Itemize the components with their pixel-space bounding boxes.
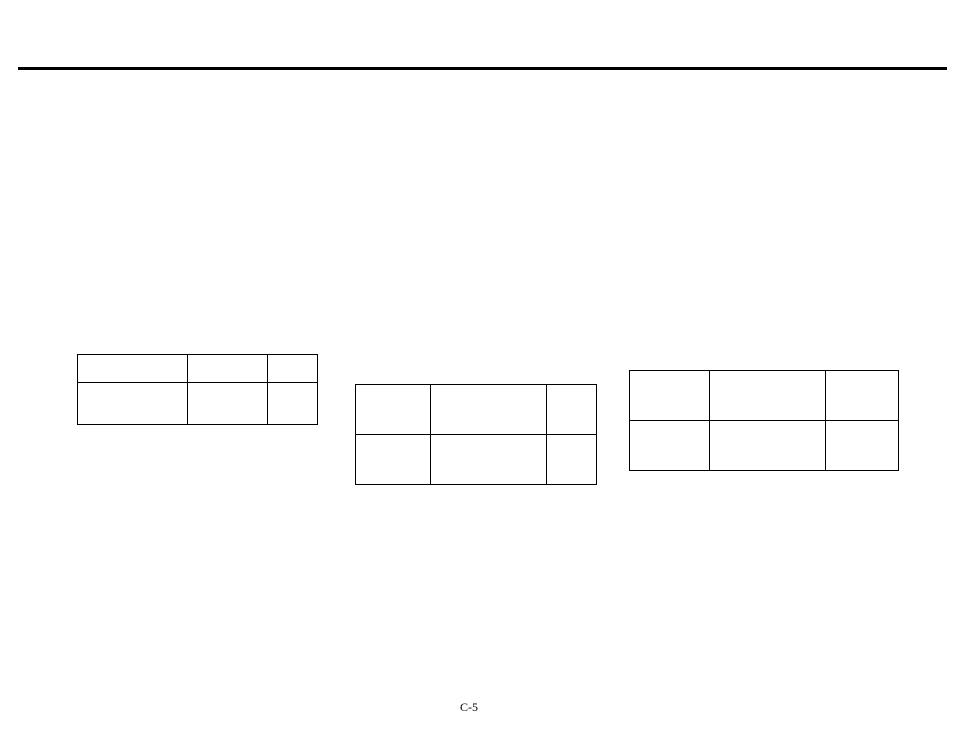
table-cell <box>188 383 268 425</box>
table-cell <box>826 421 899 471</box>
table-row <box>78 355 318 383</box>
table-row <box>630 421 899 471</box>
page-number: C-5 <box>460 700 478 715</box>
table-right <box>629 370 899 471</box>
table-cell <box>547 435 597 485</box>
table-cell <box>826 371 899 421</box>
table-cell <box>630 421 710 471</box>
table-cell <box>268 355 318 383</box>
table-cell <box>710 371 826 421</box>
table-cell <box>268 383 318 425</box>
table-cell <box>188 355 268 383</box>
table-middle <box>355 384 597 485</box>
table-cell <box>78 383 188 425</box>
table-cell <box>78 355 188 383</box>
table-row <box>356 435 597 485</box>
table-cell <box>710 421 826 471</box>
table-cell <box>630 371 710 421</box>
table-row <box>78 383 318 425</box>
table-row <box>630 371 899 421</box>
header-rule <box>18 67 947 70</box>
table-cell <box>547 385 597 435</box>
table-cell <box>431 385 547 435</box>
table-cell <box>431 435 547 485</box>
table-cell <box>356 435 431 485</box>
table-cell <box>356 385 431 435</box>
table-row <box>356 385 597 435</box>
table-left <box>77 354 318 425</box>
